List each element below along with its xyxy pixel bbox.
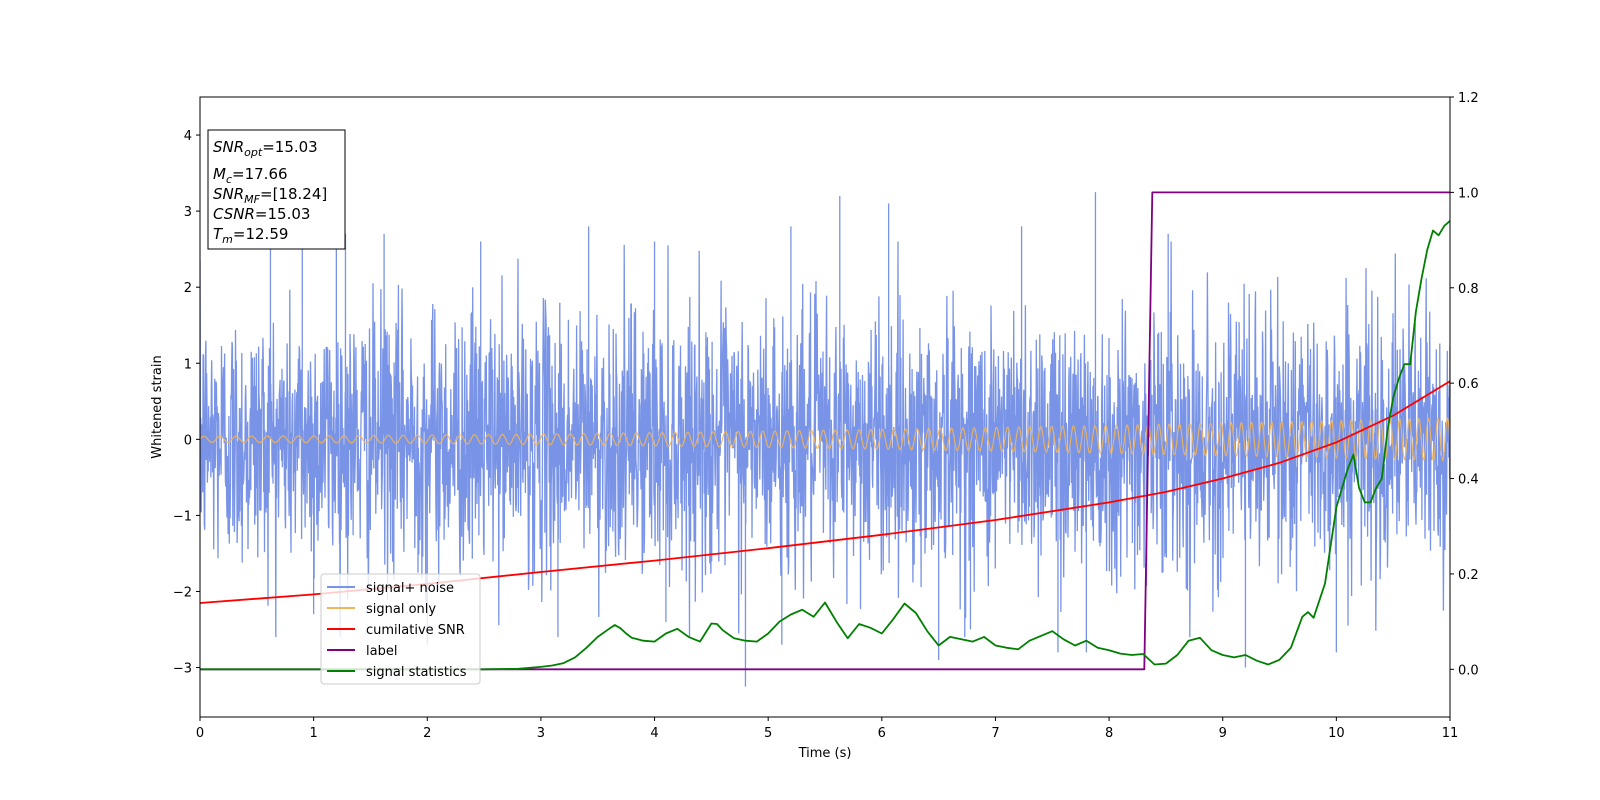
axis-layer: 0 1 2 3 4 5 6 7 8 9 10 11 −3 −2 −1 0 1 2 3 4 0.0 0.2 0.4 0.6 0.8… (173, 91, 1479, 741)
y2-tick-label-6: 1.2 (1458, 91, 1479, 106)
x-tick-label-10: 10 (1328, 726, 1345, 741)
x-tick-label-6: 6 (878, 726, 886, 741)
x-tick-label-2: 2 (423, 726, 431, 741)
series-signal-statistics (200, 220, 1450, 671)
y-tick-label-2: −1 (173, 509, 192, 524)
y-tick-label-3: 0 (184, 433, 192, 448)
y2-tick-label-5: 1.0 (1458, 186, 1479, 201)
series-signal-noise (200, 241, 1450, 638)
x-tick-label-11: 11 (1442, 726, 1459, 741)
stat-mc: Mc=17.66 (213, 165, 288, 186)
x-tick-label-3: 3 (537, 726, 545, 741)
legend: signal+ noise signal only cumilative SNR… (320, 573, 481, 685)
legend-label-cumulative-snr: cumilative SNR (366, 623, 465, 638)
y-tick-label-4: 1 (184, 357, 192, 372)
legend-label-signal-only: signal only (366, 602, 436, 617)
x-axis-title: Time (s) (798, 746, 852, 761)
y-tick-label-1: −2 (173, 585, 192, 600)
legend-label-signal-statistics: signal statistics (366, 665, 467, 680)
y-tick-label-7: 4 (184, 129, 192, 144)
x-tick-label-1: 1 (309, 726, 317, 741)
stat-snr-mf: SNRMF=[18.24] (213, 185, 327, 206)
stat-tm: Tm=12.59 (213, 225, 288, 246)
legend-label-label: label (366, 644, 397, 659)
x-tick-label-7: 7 (991, 726, 999, 741)
y2-tick-label-1: 0.2 (1458, 568, 1479, 583)
plot-frame (199, 96, 1451, 718)
legend-label-signal-noise: signal+ noise (366, 581, 454, 596)
x-tick-label-4: 4 (650, 726, 658, 741)
x-tick-label-0: 0 (196, 726, 204, 741)
y-axis-title: Whitened strain (150, 355, 165, 458)
x-tick-label-8: 8 (1105, 726, 1113, 741)
stats-box: SNRopt=15.03 Mc=17.66 SNRMF=[18.24] CSNR… (207, 129, 346, 250)
stat-csnr: CSNR=15.03 (213, 205, 310, 223)
y-tick-label-5: 2 (184, 281, 192, 296)
y2-tick-label-2: 0.4 (1458, 473, 1479, 488)
legend-frame (320, 573, 481, 685)
stat-snr-opt: SNRopt=15.03 (213, 138, 318, 159)
y2-tick-label-3: 0.6 (1458, 377, 1479, 392)
x-tick-label-5: 5 (764, 726, 772, 741)
series-signal-only (200, 417, 1450, 462)
y-tick-label-6: 3 (184, 205, 192, 220)
series-label (200, 191, 1450, 671)
y2-tick-label-4: 0.8 (1458, 282, 1479, 297)
y-tick-label-0: −3 (173, 662, 192, 677)
series-layer (200, 191, 1450, 687)
y2-tick-label-0: 0.0 (1458, 663, 1479, 678)
stats-box-frame (207, 129, 346, 250)
x-tick-label-9: 9 (1219, 726, 1227, 741)
